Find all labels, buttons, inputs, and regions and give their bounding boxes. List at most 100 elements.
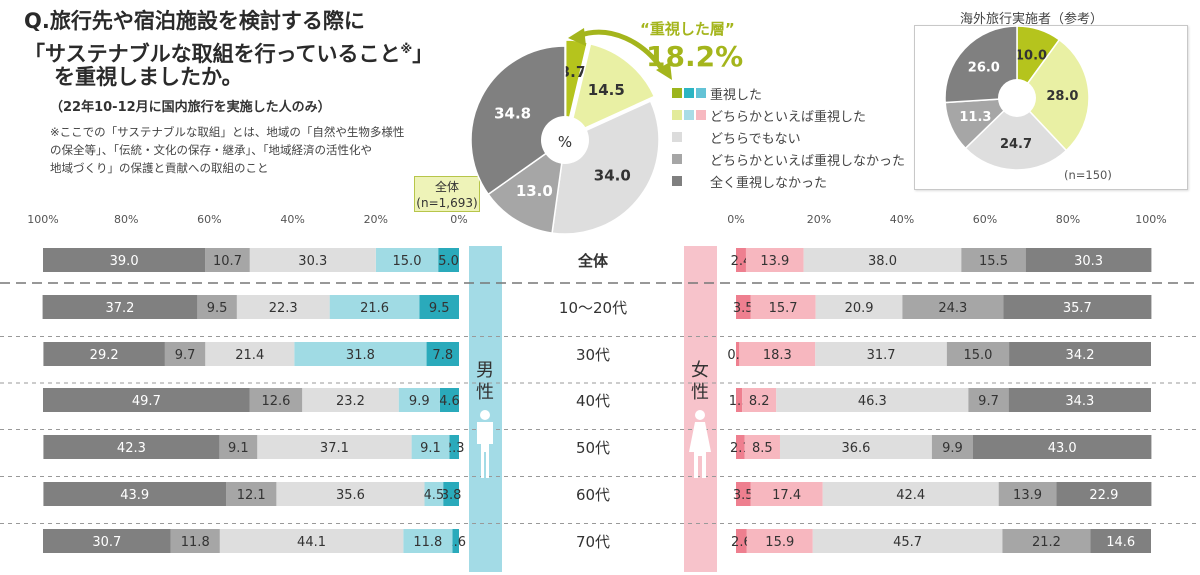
female-bar-label: 17.4 [772,488,801,503]
male-bar-segment [164,342,206,366]
female-bar-segment [815,295,903,319]
overseas-n: (n=150) [1064,168,1112,182]
male-bar-segment [236,295,330,319]
male-axis-tick: 60% [197,213,221,226]
male-bar-segment [443,482,459,506]
male-axis-tick: 100% [27,213,58,226]
female-bar-label: 35.7 [1063,301,1092,316]
male-bar-segment [170,529,220,553]
male-bar-segment [439,388,459,412]
female-bar-segment [736,435,745,459]
male-bar-label: 42.3 [117,441,146,456]
female-bar-segment [998,482,1057,506]
male-bar-label: 37.1 [320,441,349,456]
female-bar-segment [931,435,973,459]
female-bar-segment [736,482,751,506]
female-bar-segment [779,435,932,459]
overall-box-line1: 全体 [434,180,459,194]
male-bar-label: 4.6 [439,394,460,409]
legend-swatch [672,154,682,164]
male-bar-label: 21.4 [235,348,264,363]
female-axis-tick: 100% [1135,213,1166,226]
female-person-icon [695,410,705,420]
male-bar-label: 39.0 [110,254,139,269]
male-bar-label: 49.7 [132,394,161,409]
male-bar-segment [449,435,459,459]
main-pie-center-label: % [558,133,572,151]
main-pie-slice-label: 14.5 [588,81,625,99]
overseas-pie-hole [998,79,1036,117]
male-bar-segment [375,248,439,272]
female-bar-segment [1090,529,1151,553]
male-bar-label: 44.1 [297,535,326,550]
legend-swatch [696,88,706,98]
male-bar-label: 4.5 [423,488,444,503]
female-bar-segment [972,435,1152,459]
male-bar-segment [424,482,444,506]
question-title-line1: Q.旅行先や宿泊施設を検討する際に [24,9,365,33]
female-bar-label: 14.6 [1106,535,1135,550]
male-axis-tick: 0% [450,213,467,226]
female-bar-label: 31.7 [867,348,896,363]
legend-swatch [672,176,682,186]
male-bar-label: 35.6 [336,488,365,503]
question-title-close: 」 [412,42,434,66]
overseas-pie-slice-label: 11.3 [959,110,991,125]
male-bar-segment [43,482,227,506]
female-axis-tick: 60% [973,213,997,226]
legend-swatch [672,132,682,142]
overall-box-line2: (n=1,693) [416,196,478,210]
male-bar-segment [43,435,220,459]
male-bar-segment [426,342,459,366]
female-bar-label: 8.5 [752,441,773,456]
male-bar-segment [43,342,165,366]
female-bar-segment [1056,482,1152,506]
highlight-arrow-curve [577,29,667,74]
female-bar-segment [739,342,816,366]
note-line1: ※ここでの「サステナブルな取組」とは、地域の「自然や生物多様性 [50,125,405,139]
male-person-icon [480,410,490,420]
overseas-panel [914,25,1188,190]
question-title-line3: を重視しましたか。 [54,65,243,89]
female-bar-label: 20.9 [845,301,874,316]
highlight-arrowhead-left [568,28,586,46]
main-pie-slice [487,138,566,234]
male-bar-segment [276,482,425,506]
male-bar-segment [197,295,237,319]
row-category-label: 50代 [576,439,610,457]
male-bar-label: 12.6 [261,394,290,409]
female-bar-label: 3.5 [733,488,754,503]
male-bar-label: 21.6 [360,301,389,316]
female-bar-label: 9.9 [942,441,963,456]
row-category-label: 全体 [577,252,609,270]
main-pie-hole [541,116,589,164]
legend-swatch [672,88,682,98]
overseas-pie-slice [964,96,1068,171]
female-bar-segment [1002,529,1091,553]
female-bar-label: 13.9 [760,254,789,269]
female-bar-segment [902,295,1004,319]
male-bar-label: 9.1 [420,441,441,456]
female-bar-segment [822,482,999,506]
male-bar-segment [219,435,258,459]
main-pie-slice-label: 3.7 [560,63,587,81]
female-bar-label: 3.5 [733,301,754,316]
male-bar-segment [302,388,399,412]
male-bar-segment [411,435,450,459]
male-bar-segment [249,388,303,412]
male-bar-segment [42,295,198,319]
female-bar-label: 45.7 [893,535,922,550]
legend-swatch [684,110,694,120]
male-band [469,246,502,572]
female-axis-tick: 80% [1056,213,1080,226]
female-bar-segment [968,388,1009,412]
female-bar-segment [803,248,962,272]
male-bar-segment [43,529,171,553]
female-person-icon [689,422,711,478]
female-bar-label: 36.6 [841,441,870,456]
male-bar-label: 29.2 [90,348,119,363]
legend-label: 重視した [710,88,763,103]
legend-swatch [696,110,706,120]
